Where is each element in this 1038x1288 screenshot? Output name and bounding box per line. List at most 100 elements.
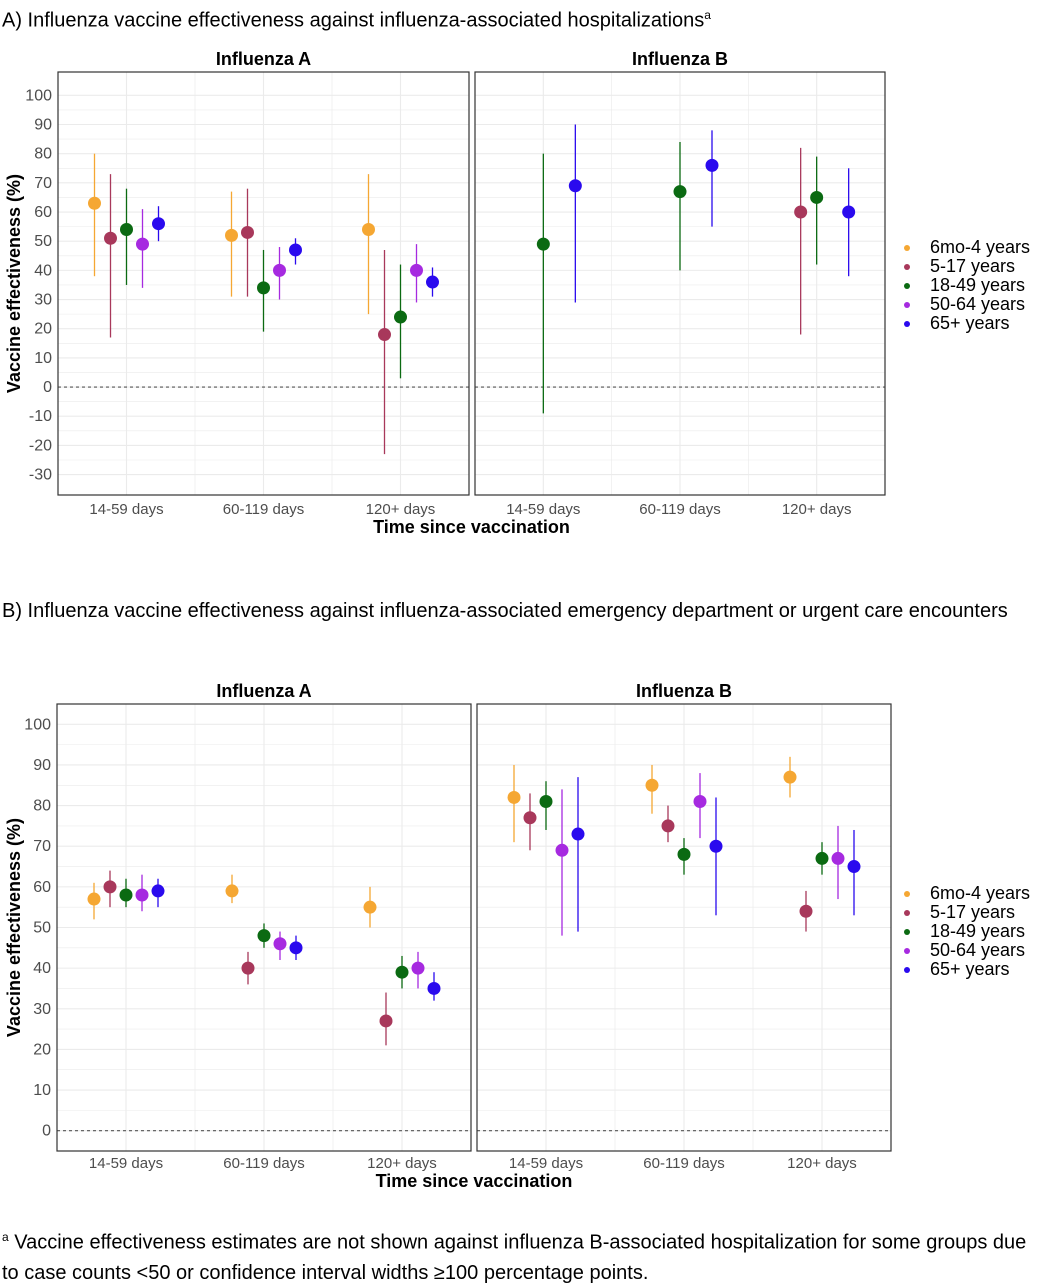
data-point — [677, 847, 691, 861]
y-tick-label: 40 — [33, 960, 51, 977]
data-point — [362, 223, 375, 237]
data-point — [363, 900, 377, 914]
legend-marker — [904, 301, 910, 308]
x-tick-label: 14-59 days — [89, 1155, 163, 1172]
x-tick-label: 60-119 days — [643, 1155, 724, 1172]
data-point — [273, 263, 286, 277]
legend-item: 65+ years — [904, 960, 1030, 979]
data-point — [810, 190, 824, 204]
legend-label: 50-64 years — [930, 294, 1026, 314]
legend-label: 18-49 years — [930, 275, 1026, 295]
data-point — [88, 196, 101, 210]
legend-marker — [904, 928, 910, 935]
data-point — [241, 961, 255, 975]
y-tick-label: 30 — [33, 1001, 51, 1018]
legend-item: 5-17 years — [904, 903, 1030, 922]
y-tick-label: 80 — [33, 798, 51, 815]
data-point — [705, 158, 719, 172]
data-point — [673, 185, 687, 199]
data-point — [815, 851, 829, 865]
y-tick-label: 60 — [34, 204, 52, 221]
legend-item: 5-17 years — [904, 257, 1030, 276]
legend-item: 65+ years — [904, 314, 1030, 333]
x-tick-label: 120+ days — [782, 501, 852, 518]
legend-item: 18-49 years — [904, 276, 1030, 295]
chart-b: Influenza A 0 10 20 30 40 50 60 70 80 90 100 14-59 d… — [4, 681, 892, 1191]
legend-marker — [904, 263, 910, 270]
footnote: a Vaccine effectiveness estimates are no… — [2, 1222, 1032, 1288]
y-tick-label: -20 — [29, 437, 52, 454]
y-tick-label: 100 — [25, 87, 52, 104]
y-tick-label: 10 — [33, 1082, 51, 1099]
data-point — [225, 228, 238, 242]
data-point — [831, 851, 845, 865]
legend-label: 5-17 years — [930, 256, 1016, 276]
data-point — [395, 965, 409, 979]
data-point — [135, 888, 149, 902]
data-point — [410, 263, 423, 277]
data-point — [847, 860, 861, 874]
y-tick-label: 50 — [34, 233, 52, 250]
panel-title: Influenza B — [632, 49, 728, 69]
data-point — [783, 770, 797, 784]
x-tick-label: 120+ days — [367, 1155, 437, 1172]
footnote-marker: a — [704, 8, 711, 22]
chart-a-title: A) Influenza vaccine effectiveness again… — [2, 0, 1032, 37]
x-axis-title: Time since vaccination — [376, 1171, 573, 1191]
x-tick-label: 14-59 days — [509, 1155, 583, 1172]
y-tick-label: 90 — [34, 117, 52, 134]
legend-label: 65+ years — [930, 313, 1010, 333]
data-point — [103, 880, 117, 894]
x-tick-label: 14-59 days — [506, 501, 580, 518]
data-point — [289, 941, 303, 955]
data-point — [661, 819, 675, 833]
data-point — [411, 961, 425, 975]
x-axis-title: Time since vaccination — [373, 517, 570, 537]
legend-marker — [904, 282, 910, 289]
data-point — [394, 310, 407, 324]
legend-label: 5-17 years — [930, 902, 1016, 922]
chart-a-title-text: A) Influenza vaccine effectiveness again… — [2, 9, 705, 32]
panel-border — [476, 703, 892, 1152]
panel-border — [57, 71, 470, 496]
footnote-marker: a — [2, 1230, 9, 1244]
y-tick-label: 20 — [33, 1041, 51, 1058]
legend-item: 18-49 years — [904, 922, 1030, 941]
data-point — [257, 929, 271, 943]
data-point — [120, 223, 133, 237]
y-tick-label: 60 — [33, 879, 51, 896]
data-point — [151, 884, 165, 898]
x-tick-label: 60-119 days — [639, 501, 720, 518]
data-point — [794, 205, 808, 219]
y-tick-label: 30 — [34, 292, 52, 309]
y-tick-label: 20 — [34, 321, 52, 338]
x-tick-label: 14-59 days — [89, 501, 163, 518]
y-tick-label: 70 — [33, 838, 51, 855]
legend-item: 50-64 years — [904, 295, 1030, 314]
chart-b-title: B) Influenza vaccine effectiveness again… — [2, 600, 1008, 622]
data-point — [379, 1014, 393, 1028]
legend-label: 65+ years — [930, 959, 1010, 979]
legend-item: 6mo-4 years — [904, 884, 1030, 903]
legend-label: 6mo-4 years — [930, 237, 1031, 257]
y-tick-label: 80 — [34, 146, 52, 163]
data-point — [571, 827, 585, 841]
panel-title: Influenza B — [636, 681, 732, 701]
data-point — [378, 328, 391, 342]
panel-border — [56, 703, 472, 1152]
x-tick-label: 60-119 days — [223, 501, 304, 518]
data-point — [152, 217, 165, 231]
data-point — [555, 843, 569, 857]
data-point — [709, 839, 723, 853]
legend-a: 6mo-4 years 5-17 years 18-49 years 50-64 ye… — [904, 238, 1030, 333]
data-point — [842, 205, 856, 219]
data-point — [87, 892, 101, 906]
legend-marker — [904, 890, 910, 897]
data-point — [104, 231, 117, 245]
legend-label: 18-49 years — [930, 921, 1026, 941]
data-point — [523, 811, 537, 825]
footnote-text: Vaccine effectiveness estimates are not … — [2, 1231, 1027, 1284]
y-tick-label: 70 — [34, 175, 52, 192]
y-tick-label: 50 — [33, 920, 51, 937]
data-point — [426, 275, 439, 289]
